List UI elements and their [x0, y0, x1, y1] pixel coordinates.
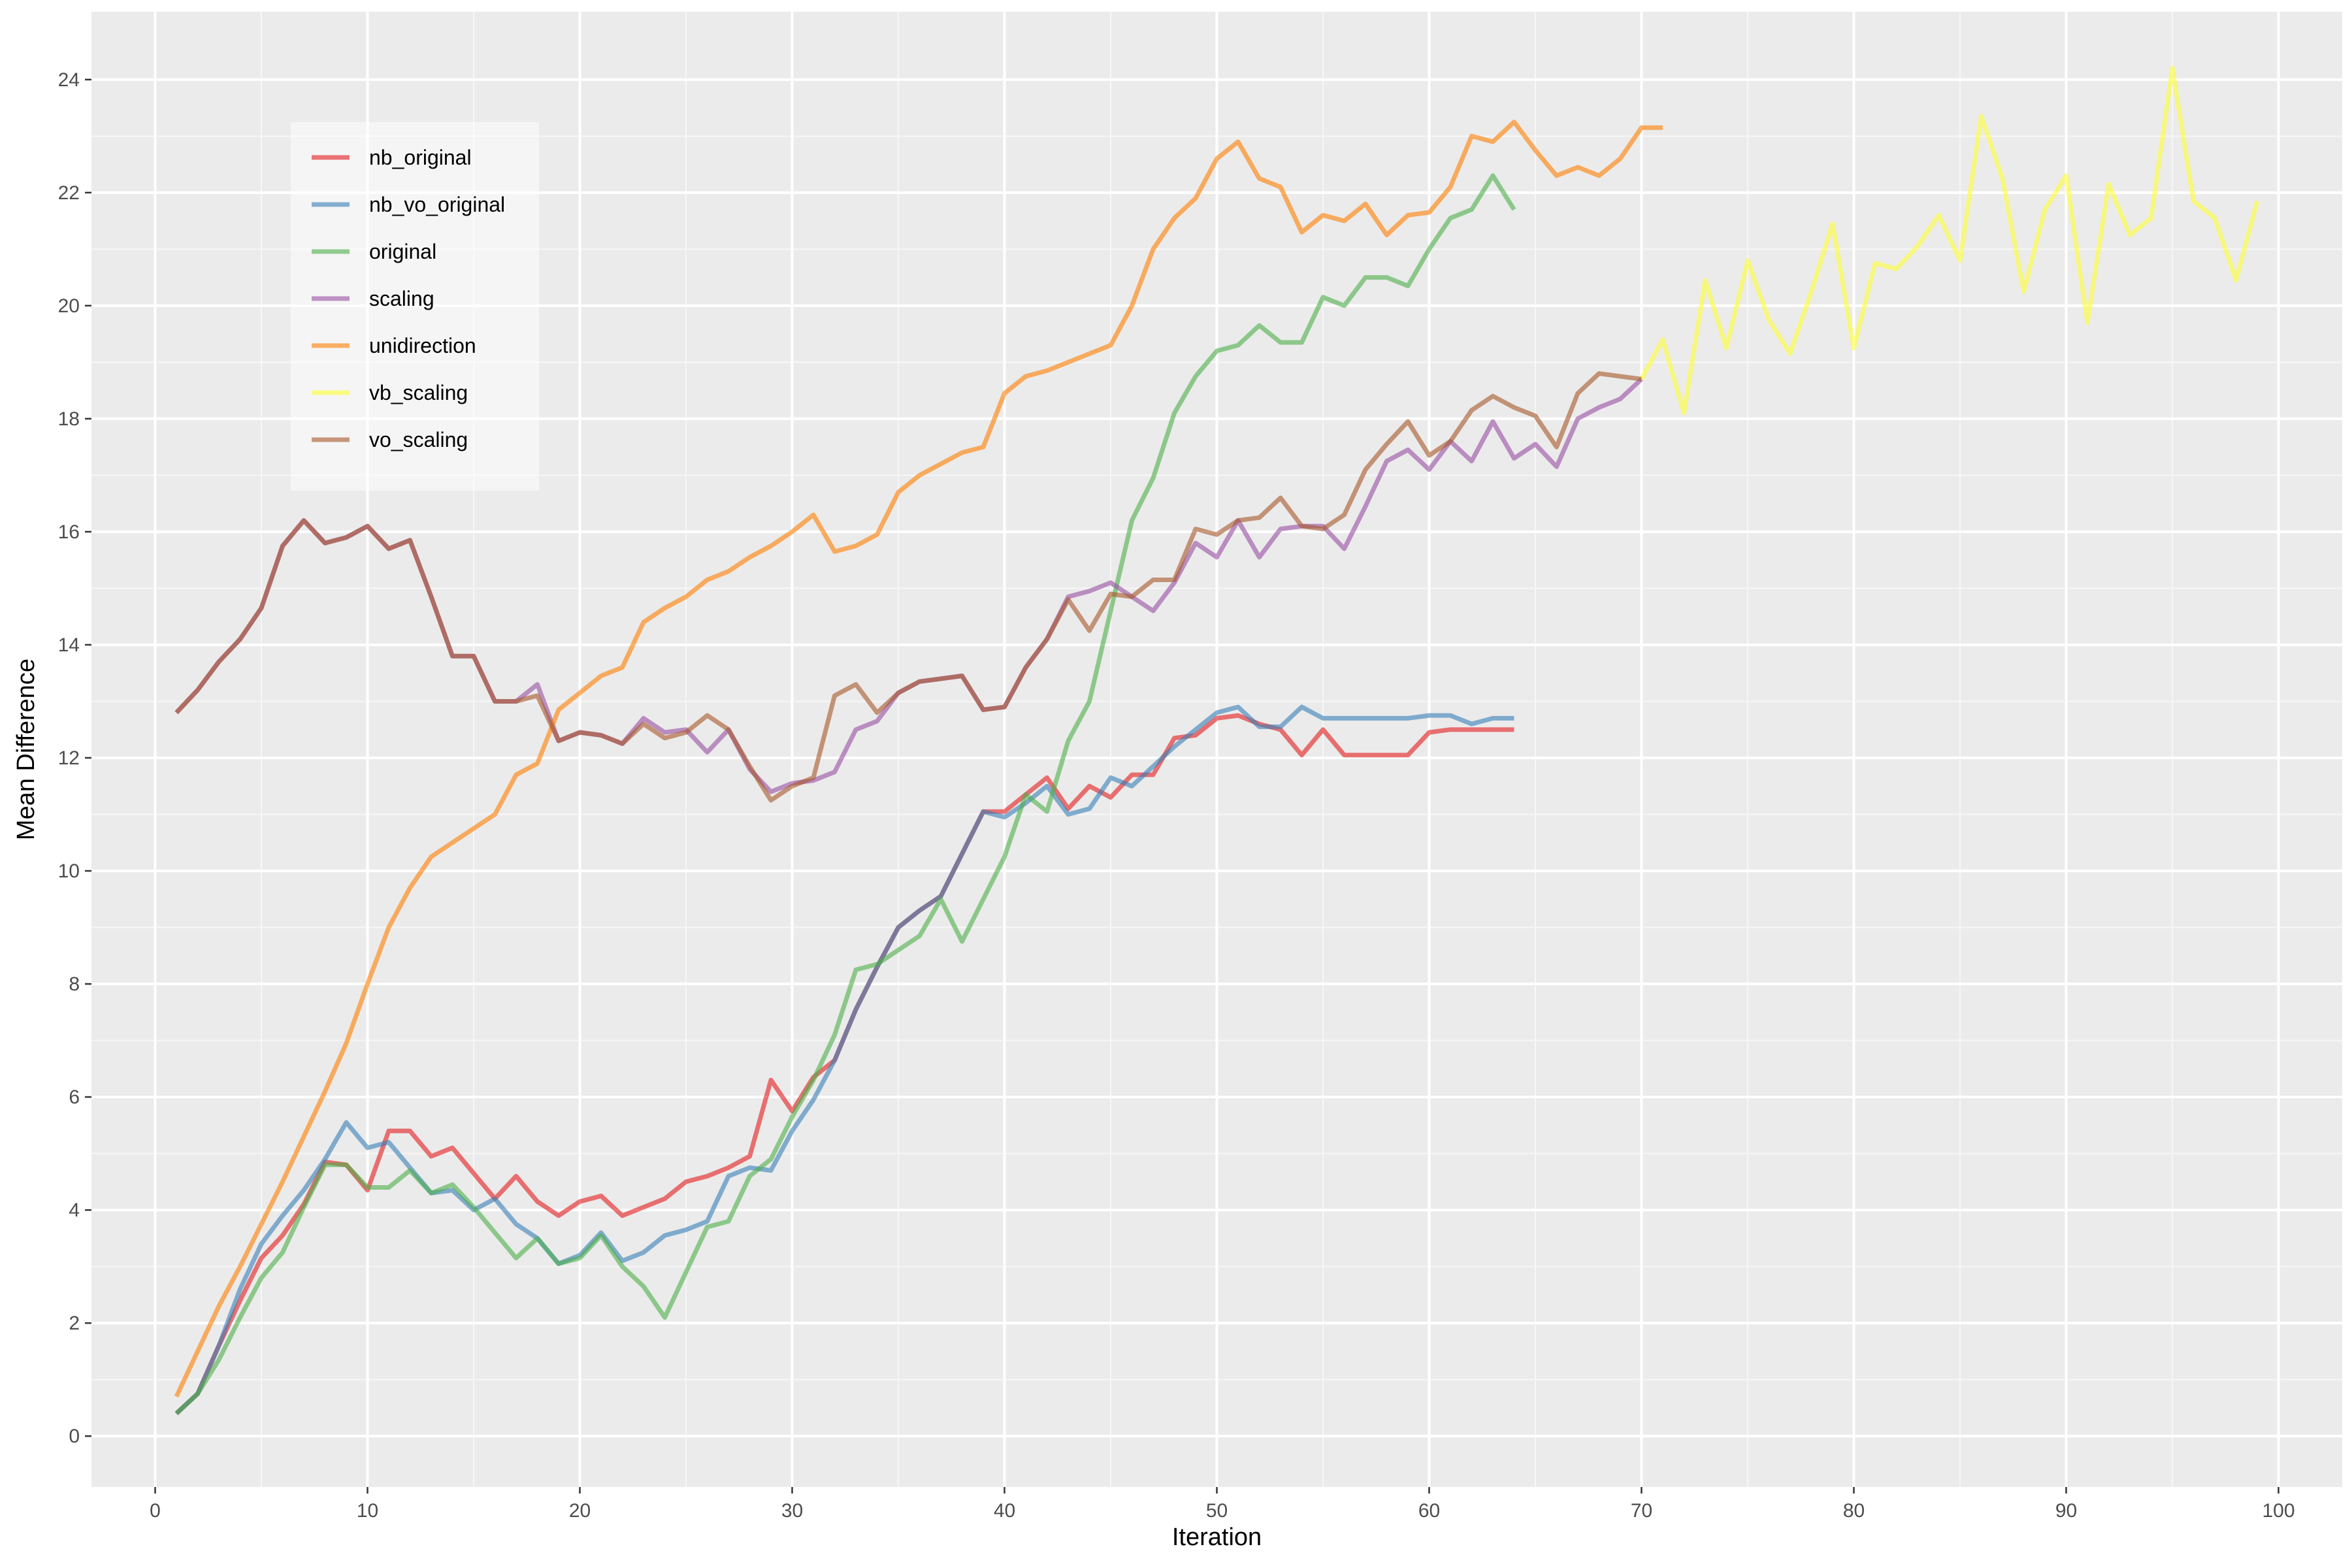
legend-label: original: [369, 240, 436, 263]
y-tick-label: 0: [69, 1426, 80, 1447]
y-tick-label: 4: [69, 1200, 80, 1221]
legend-label: nb_original: [369, 146, 472, 169]
x-tick-label: 20: [569, 1500, 591, 1522]
x-tick-label: 10: [357, 1500, 378, 1522]
series-line-original: [174, 173, 1516, 1416]
y-tick-label: 10: [58, 860, 80, 882]
legend-label: unidirection: [369, 334, 476, 357]
y-axis-title: Mean Difference: [12, 659, 40, 840]
series-line-nb-vo-original: [174, 704, 1514, 1416]
x-tick-label: 100: [2262, 1500, 2295, 1522]
x-tick-label: 0: [150, 1500, 161, 1522]
y-tick-label: 2: [69, 1313, 80, 1334]
series-line-vo-scaling: [174, 371, 1642, 803]
legend-box: [291, 122, 539, 491]
legend-label: vb_scaling: [369, 381, 468, 404]
legend-label: vo_scaling: [369, 428, 468, 451]
legend-label: scaling: [369, 287, 434, 310]
x-tick-label: 80: [1843, 1500, 1865, 1522]
x-tick-label: 40: [994, 1500, 1015, 1522]
series-line-vb-scaling: [1639, 66, 2260, 416]
major-gridlines: [91, 12, 2342, 1487]
y-tick-label: 16: [58, 521, 80, 543]
y-tick-label: 12: [58, 747, 80, 769]
x-tick-label: 90: [2055, 1500, 2077, 1522]
x-tick-label: 50: [1206, 1500, 1228, 1522]
y-tick-label: 6: [69, 1086, 80, 1108]
y-tick-label: 20: [58, 295, 80, 317]
legend-label: nb_vo_original: [369, 193, 505, 216]
series-line-unidirection: [174, 120, 1663, 1398]
x-axis: 0 10 20 30 40 50 60 70 80 90 100: [150, 1487, 2295, 1522]
y-tick-label: 8: [69, 973, 80, 995]
y-tick-label: 14: [58, 634, 80, 656]
legend: nb_original nb_vo_original original scaling…: [291, 122, 539, 491]
series-lines: [174, 66, 2260, 1416]
x-tick-label: 70: [1631, 1500, 1652, 1522]
y-tick-label: 18: [58, 408, 80, 430]
x-tick-label: 30: [781, 1500, 803, 1522]
y-tick-label: 22: [58, 182, 80, 204]
x-axis-title: Iteration: [1172, 1524, 1262, 1551]
y-tick-label: 24: [58, 69, 80, 91]
x-tick-label: 60: [1418, 1500, 1440, 1522]
